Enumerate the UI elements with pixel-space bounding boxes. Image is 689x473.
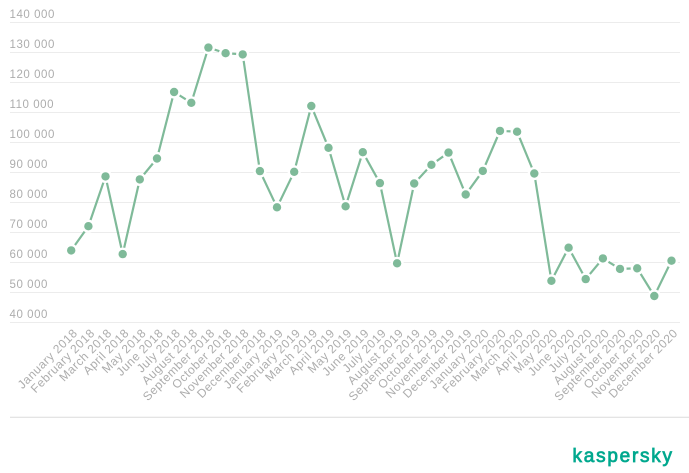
svg-text:70 000: 70 000 (10, 219, 48, 231)
svg-text:140 000: 140 000 (10, 9, 55, 21)
svg-text:kaspersky: kaspersky (573, 446, 674, 467)
svg-text:100 000: 100 000 (10, 129, 55, 141)
svg-text:40 000: 40 000 (10, 309, 48, 321)
svg-text:60 000: 60 000 (10, 249, 48, 261)
svg-text:120 000: 120 000 (10, 69, 55, 81)
svg-text:130 000: 130 000 (10, 39, 55, 51)
svg-text:110 000: 110 000 (10, 99, 55, 111)
svg-text:50 000: 50 000 (10, 279, 48, 291)
svg-text:90 000: 90 000 (10, 159, 48, 171)
svg-text:80 000: 80 000 (10, 189, 48, 201)
